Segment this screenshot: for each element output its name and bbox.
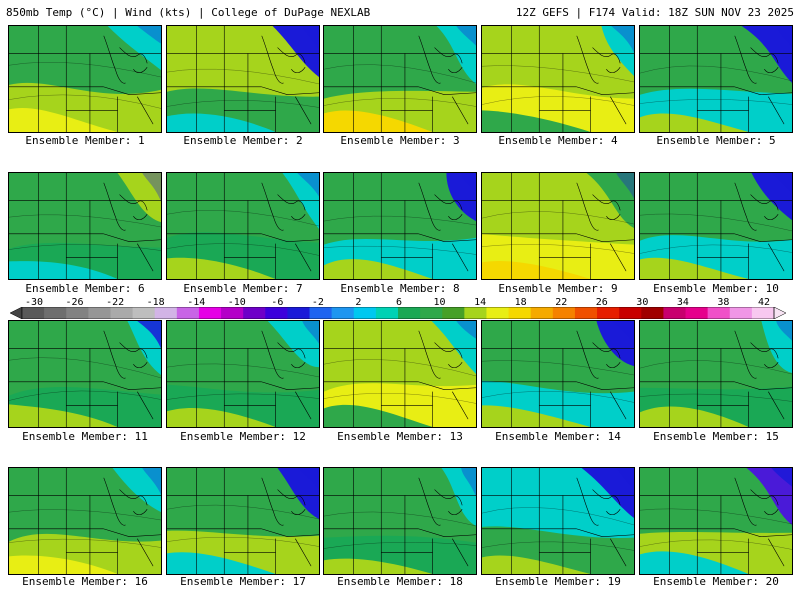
ensemble-map-panel xyxy=(639,172,793,280)
colorbar-swatch xyxy=(420,307,443,319)
colorbar-min-arrow xyxy=(10,307,23,319)
ensemble-member-label: Ensemble Member: 18 xyxy=(337,575,463,588)
colorbar-swatch xyxy=(44,307,67,319)
colorbar-swatch xyxy=(597,307,620,319)
colorbar-swatch xyxy=(375,307,399,319)
valid-time: 12Z GEFS | F174 Valid: 18Z SUN NOV 23 20… xyxy=(515,6,794,19)
colorbar-swatch xyxy=(309,307,333,319)
colorbar-swatch xyxy=(751,307,775,319)
colorbar-swatch xyxy=(486,307,510,319)
ensemble-map-panel xyxy=(166,467,320,575)
colorbar-tick-label: -22 xyxy=(106,297,125,308)
colorbar-tick-label: 30 xyxy=(636,297,649,308)
ensemble-map-panel xyxy=(639,467,793,575)
colorbar-tick-label: 14 xyxy=(474,297,487,308)
ensemble-member-label: Ensemble Member: 8 xyxy=(340,282,460,295)
ensemble-member-label: Ensemble Member: 4 xyxy=(498,134,618,147)
colorbar-tick-label: -30 xyxy=(24,297,44,308)
colorbar-swatch xyxy=(464,307,487,319)
ensemble-member-label: Ensemble Member: 12 xyxy=(180,430,306,443)
ensemble-map-panel xyxy=(639,320,793,428)
colorbar-swatch xyxy=(353,307,377,319)
map-title: 850mb Temp (°C) | Wind (kts) | College o… xyxy=(6,6,371,19)
temperature-colorbar xyxy=(10,307,786,319)
ensemble-map-panel xyxy=(481,25,635,133)
colorbar-swatch xyxy=(198,307,222,319)
colorbar-swatch xyxy=(154,307,178,319)
colorbar-tick-label: -2 xyxy=(311,297,324,308)
ensemble-member-label: Ensemble Member: 15 xyxy=(653,430,779,443)
colorbar-swatch xyxy=(619,307,642,319)
colorbar-tick-label: -6 xyxy=(271,297,284,308)
ensemble-member-label: Ensemble Member: 3 xyxy=(340,134,460,147)
ensemble-map-panel xyxy=(323,467,477,575)
colorbar-max-arrow xyxy=(773,307,786,319)
colorbar-tick-label: -14 xyxy=(187,297,206,308)
ensemble-member-label: Ensemble Member: 14 xyxy=(495,430,621,443)
colorbar-swatch xyxy=(265,307,288,319)
colorbar-swatch xyxy=(287,307,311,319)
colorbar-swatch xyxy=(707,307,731,319)
colorbar-tick-label: -18 xyxy=(146,297,165,308)
colorbar-swatch xyxy=(442,307,465,319)
colorbar-tick-label: 2 xyxy=(355,297,362,308)
colorbar-swatch xyxy=(663,307,687,319)
colorbar-swatch xyxy=(331,307,355,319)
colorbar-swatch xyxy=(176,307,200,319)
ensemble-member-label: Ensemble Member: 1 xyxy=(25,134,145,147)
ensemble-map-panel xyxy=(166,25,320,133)
colorbar-tick-label: -26 xyxy=(65,297,84,308)
colorbar-swatch xyxy=(66,307,89,319)
colorbar-tick-label: 26 xyxy=(595,297,608,308)
colorbar-swatch xyxy=(110,307,134,319)
ensemble-map-panel xyxy=(166,320,320,428)
ensemble-map-panel xyxy=(323,172,477,280)
ensemble-map-panel xyxy=(639,25,793,133)
colorbar-outline xyxy=(21,307,775,319)
ensemble-map-panel xyxy=(481,320,635,428)
colorbar-swatch xyxy=(508,307,532,319)
colorbar-swatch xyxy=(530,307,554,319)
colorbar-tick-label: 42 xyxy=(757,297,771,308)
colorbar-tick-label: 38 xyxy=(717,297,730,308)
colorbar-tick-label: 18 xyxy=(514,297,527,308)
ensemble-map-panel xyxy=(8,467,162,575)
ensemble-map-panel xyxy=(8,25,162,133)
ensemble-map-panel xyxy=(166,172,320,280)
colorbar-swatch xyxy=(729,307,753,319)
ensemble-map-panel xyxy=(8,320,162,428)
ensemble-member-label: Ensemble Member: 7 xyxy=(183,282,303,295)
ensemble-map-panel xyxy=(481,172,635,280)
colorbar-swatch xyxy=(221,307,244,319)
colorbar-swatch xyxy=(398,307,421,319)
colorbar-tick-label: 10 xyxy=(433,297,446,308)
ensemble-member-label: Ensemble Member: 6 xyxy=(25,282,145,295)
ensemble-map-panel xyxy=(323,320,477,428)
ensemble-map-panel xyxy=(481,467,635,575)
colorbar-swatch xyxy=(685,307,709,319)
colorbar-swatch xyxy=(132,307,156,319)
colorbar-swatch xyxy=(574,307,598,319)
colorbar-tick-label: 34 xyxy=(676,297,689,308)
colorbar-swatch xyxy=(22,307,45,319)
colorbar-swatch xyxy=(88,307,111,319)
ensemble-member-label: Ensemble Member: 9 xyxy=(498,282,618,295)
colorbar-swatch xyxy=(243,307,266,319)
ensemble-map-panel xyxy=(323,25,477,133)
colorbar-swatch xyxy=(552,307,576,319)
colorbar-tick-label: 6 xyxy=(395,297,403,308)
colorbar-tick-label: -10 xyxy=(227,297,246,308)
ensemble-member-label: Ensemble Member: 11 xyxy=(22,430,148,443)
ensemble-member-label: Ensemble Member: 2 xyxy=(183,134,303,147)
ensemble-map-panel xyxy=(8,172,162,280)
ensemble-member-label: Ensemble Member: 10 xyxy=(653,282,779,295)
ensemble-member-label: Ensemble Member: 19 xyxy=(495,575,621,588)
ensemble-member-label: Ensemble Member: 20 xyxy=(653,575,779,588)
colorbar-swatch xyxy=(641,307,664,319)
colorbar-tick-label: 22 xyxy=(555,297,568,308)
ensemble-member-label: Ensemble Member: 17 xyxy=(180,575,306,588)
ensemble-member-label: Ensemble Member: 16 xyxy=(22,575,148,588)
ensemble-member-label: Ensemble Member: 13 xyxy=(337,430,463,443)
ensemble-member-label: Ensemble Member: 5 xyxy=(656,134,776,147)
